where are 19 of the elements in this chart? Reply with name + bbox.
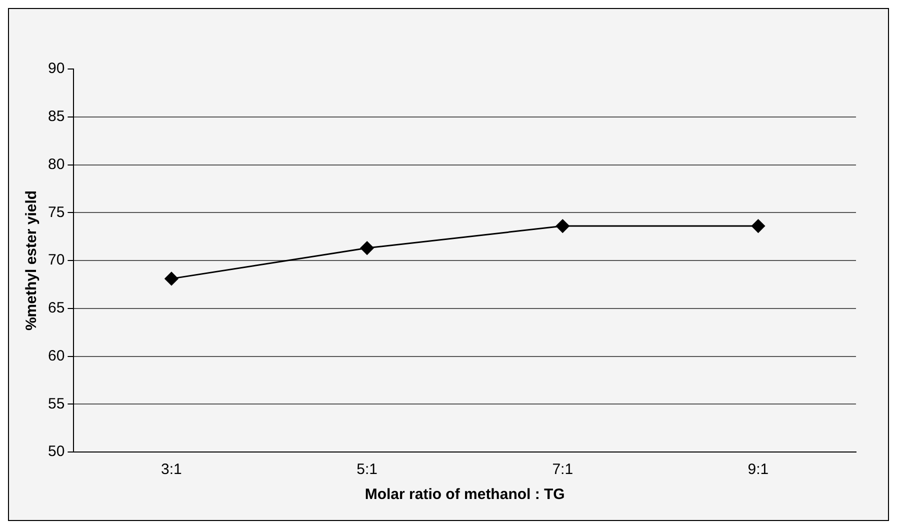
y-tick-label: 70 — [48, 252, 65, 269]
point — [360, 241, 374, 255]
y-tick-label: 90 — [48, 60, 65, 78]
x-tick-label: 7:1 — [552, 461, 574, 478]
x-tick-label: 5:1 — [356, 461, 378, 478]
point — [164, 272, 178, 286]
y-tick-label: 60 — [48, 347, 65, 364]
y-tick-label: 75 — [48, 204, 65, 221]
y-tick-label: 65 — [48, 300, 65, 317]
y-axis-title: %methyl ester yield — [23, 190, 40, 331]
y-tick-label: 55 — [48, 395, 65, 412]
x-tick-label: 9:1 — [748, 461, 769, 478]
y-tick-label: 85 — [48, 108, 65, 126]
x-tick-label: 3:1 — [161, 461, 182, 478]
point — [556, 219, 570, 233]
y-tick-label: 50 — [48, 443, 65, 460]
x-axis-title: Molar ratio of methanol : TG — [364, 486, 565, 504]
y-tick-label: 80 — [48, 156, 65, 173]
point — [751, 219, 765, 233]
